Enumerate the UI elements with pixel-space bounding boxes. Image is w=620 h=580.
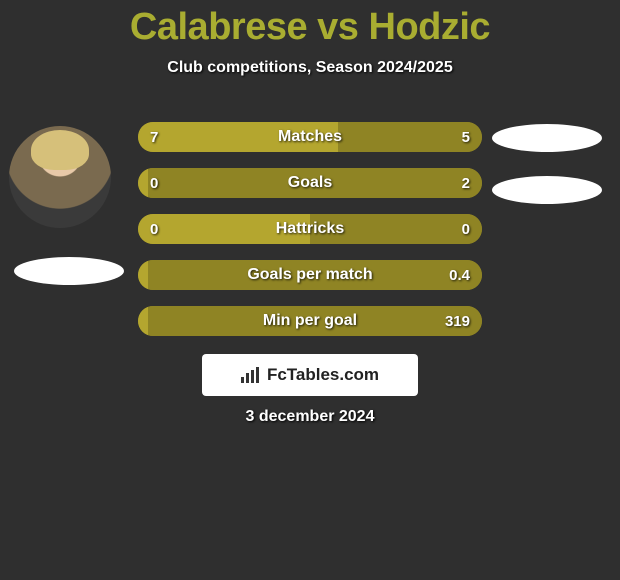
stat-right-fill <box>338 122 482 152</box>
stat-row: 02Goals <box>138 168 482 198</box>
stat-left-fill <box>138 306 148 336</box>
stat-right-fill <box>148 306 482 336</box>
player2-team-badge-1 <box>492 124 602 152</box>
stat-left-fill <box>138 122 338 152</box>
chart-icon <box>241 367 261 383</box>
page-title: Calabrese vs Hodzic <box>0 0 620 49</box>
generation-date: 3 december 2024 <box>0 408 620 426</box>
subtitle: Club competitions, Season 2024/2025 <box>0 59 620 77</box>
stat-left-fill <box>138 214 310 244</box>
stat-right-fill <box>148 260 482 290</box>
stat-left-fill <box>138 168 148 198</box>
stat-right-fill <box>148 168 482 198</box>
stat-row: 00Hattricks <box>138 214 482 244</box>
player1-name: Calabrese <box>130 6 307 48</box>
player2-name: Hodzic <box>369 6 491 48</box>
stat-row: 0.4Goals per match <box>138 260 482 290</box>
stat-row: 75Matches <box>138 122 482 152</box>
source-link[interactable]: FcTables.com <box>202 354 418 396</box>
player2-team-badge-2 <box>492 176 602 204</box>
vs-separator: vs <box>317 6 358 48</box>
source-label: FcTables.com <box>267 365 379 385</box>
player1-avatar <box>9 126 111 228</box>
stat-row: 319Min per goal <box>138 306 482 336</box>
player1-team-badge <box>14 257 124 285</box>
stat-right-fill <box>310 214 482 244</box>
stat-left-fill <box>138 260 148 290</box>
comparison-bars: 75Matches 02Goals 00Hattricks 0.4Goals per … <box>138 122 482 352</box>
